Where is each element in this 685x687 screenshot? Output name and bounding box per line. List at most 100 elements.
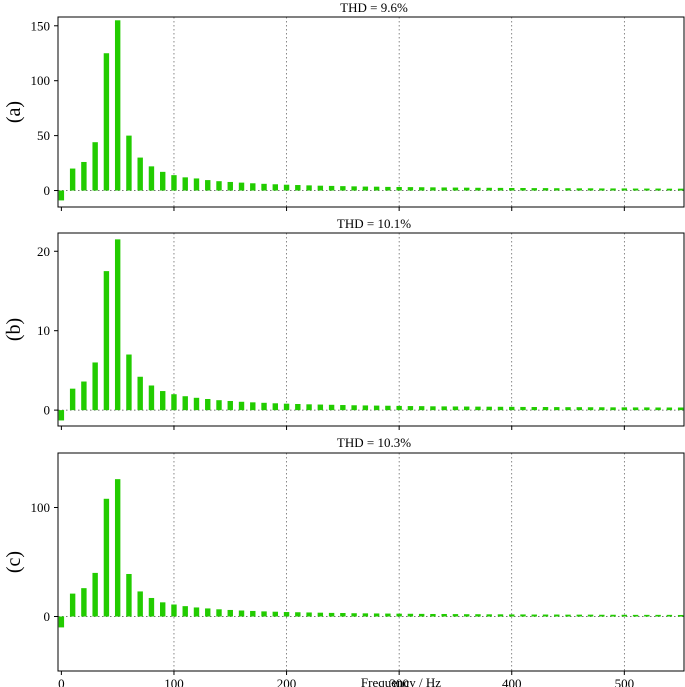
panel-a-bar-260hz bbox=[351, 186, 357, 191]
panel-a-bar-270hz bbox=[362, 186, 369, 191]
panel-c-bar-130hz bbox=[205, 608, 211, 617]
panel-c-bar-190hz bbox=[272, 611, 279, 617]
panel-a-bar-280hz bbox=[373, 186, 380, 191]
panel-b-bar-520hz bbox=[644, 407, 650, 411]
panel-a-bar-40hz bbox=[103, 53, 110, 191]
panel-b-bar-540hz bbox=[666, 407, 673, 411]
panel-a-bar-330hz bbox=[430, 187, 436, 191]
panel-b-bar-80hz bbox=[148, 385, 155, 411]
panel-c-bar-340hz bbox=[441, 613, 447, 617]
panel-b-bar-530hz bbox=[655, 407, 661, 411]
panel-a-bar-340hz bbox=[441, 187, 447, 191]
panel-b-bar-420hz bbox=[531, 407, 537, 411]
panel-c-bar-230hz bbox=[317, 612, 324, 617]
panel-a-bar-100hz bbox=[171, 175, 177, 191]
panel-c-bar-310hz bbox=[407, 613, 414, 617]
panel-c-bar-280hz bbox=[373, 613, 380, 617]
panel-c-bar-70hz bbox=[137, 591, 143, 617]
panel-c-bar-410hz bbox=[520, 614, 526, 617]
panel-b-bar-490hz bbox=[610, 407, 616, 411]
panel-c-bar-160hz bbox=[238, 610, 245, 617]
panel-c-bar-440hz bbox=[554, 614, 560, 617]
panel-b-bar-350hz bbox=[452, 406, 459, 411]
panel-b-ytick-label: 10 bbox=[37, 323, 50, 338]
panel-c-bar-470hz bbox=[587, 614, 594, 617]
panel-c-bar-330hz bbox=[430, 613, 436, 617]
panel-a-bar-120hz bbox=[193, 178, 200, 191]
panel-b-bar-510hz bbox=[632, 407, 639, 411]
panel-b-bar-360hz bbox=[463, 406, 470, 411]
panel-b-bar-260hz bbox=[351, 405, 357, 411]
panel-a-bar-180hz bbox=[261, 183, 267, 191]
panel-c-frame bbox=[57, 452, 685, 672]
panel-b-bar-200hz bbox=[283, 403, 290, 411]
panel-c-bar-370hz bbox=[475, 614, 481, 617]
panel-b-bar-470hz bbox=[587, 407, 594, 411]
panel-c-bar-480hz bbox=[599, 614, 605, 617]
panel-c-bar-320hz bbox=[418, 613, 425, 617]
panel-a-bar-480hz bbox=[599, 188, 605, 191]
panel-a-bar-410hz bbox=[520, 188, 526, 191]
panel-a-bar-440hz bbox=[554, 188, 560, 191]
panel-c-xtick-label: 300 bbox=[389, 676, 409, 687]
panel-c-bar-90hz bbox=[160, 602, 166, 617]
panel-a-bar-30hz bbox=[92, 142, 98, 191]
panel-b-bar-270hz bbox=[362, 405, 369, 411]
panel-b-bar-110hz bbox=[182, 396, 188, 411]
panel-b-bar-100hz bbox=[171, 394, 177, 411]
panel-b-bar-320hz bbox=[418, 406, 425, 411]
panel-a-bar-420hz bbox=[531, 188, 537, 191]
panel-b-bar-230hz bbox=[317, 404, 324, 411]
panel-c-bar-540hz bbox=[666, 614, 673, 617]
panel-b-bar-70hz bbox=[137, 376, 143, 411]
panel-a-bar-130hz bbox=[205, 180, 211, 191]
panel-a-ytick-label: 0 bbox=[44, 183, 51, 198]
panel-a-bar-10hz bbox=[69, 168, 76, 191]
panel-b-label: (b) bbox=[3, 318, 25, 341]
panel-b-bar-140hz bbox=[216, 400, 222, 411]
panel-c-bar-510hz bbox=[632, 614, 639, 617]
panel-b-bar-0hz bbox=[58, 410, 65, 421]
panel-a-bar-60hz bbox=[126, 135, 132, 191]
panel-a-bar-520hz bbox=[644, 188, 650, 191]
panel-a-bar-50hz bbox=[114, 20, 121, 191]
panel-a-bar-380hz bbox=[486, 187, 492, 191]
panel-c-bar-420hz bbox=[531, 614, 537, 617]
panel-a-bar-460hz bbox=[576, 188, 582, 191]
panel-c-bar-450hz bbox=[565, 614, 571, 617]
panel-c-bar-530hz bbox=[655, 614, 661, 617]
panel-c-bar-390hz bbox=[497, 614, 504, 617]
panel-a-bar-540hz bbox=[666, 188, 673, 191]
panel-a-bar-360hz bbox=[463, 187, 470, 191]
panel-b-bar-160hz bbox=[238, 401, 245, 411]
panel-b-bar-180hz bbox=[261, 402, 267, 411]
panel-b-bar-190hz bbox=[272, 403, 279, 411]
panel-a-title: THD = 9.6% bbox=[340, 0, 408, 15]
panel-a-bar-320hz bbox=[418, 187, 425, 191]
panel-b-ytick-label: 20 bbox=[37, 244, 50, 259]
panel-b-bar-60hz bbox=[126, 354, 132, 411]
panel-b-bar-50hz bbox=[114, 239, 121, 411]
panel-a-bar-190hz bbox=[272, 184, 279, 191]
panel-c-bar-140hz bbox=[216, 609, 222, 617]
panel-c-bar-60hz bbox=[126, 573, 132, 617]
panel-a-bar-390hz bbox=[497, 187, 504, 191]
panel-c-bar-400hz bbox=[509, 614, 515, 617]
panel-a-bar-510hz bbox=[632, 188, 639, 191]
panel-c: 0 100 0 100 200 300 400 500 Frequency / Hz THD = … bbox=[3, 435, 685, 687]
panel-a: 0 50 100 150 THD = 9.6% (a) bbox=[3, 0, 685, 211]
panel-a-label: (a) bbox=[3, 101, 25, 123]
panel-c-bar-240hz bbox=[328, 612, 335, 617]
panel-a-bar-500hz bbox=[621, 188, 628, 191]
panel-b-bar-440hz bbox=[554, 407, 560, 411]
panel-a-bar-470hz bbox=[587, 188, 594, 191]
panel-b-frame bbox=[57, 232, 685, 427]
panel-a-frame bbox=[57, 16, 685, 208]
panel-b-bar-130hz bbox=[205, 398, 211, 411]
panel-b-bar-220hz bbox=[306, 404, 312, 411]
panel-b-bar-430hz bbox=[542, 407, 549, 411]
panel-a-bar-290hz bbox=[385, 186, 391, 191]
panel-c-title: THD = 10.3% bbox=[337, 435, 411, 450]
panel-a-bar-210hz bbox=[295, 185, 301, 191]
